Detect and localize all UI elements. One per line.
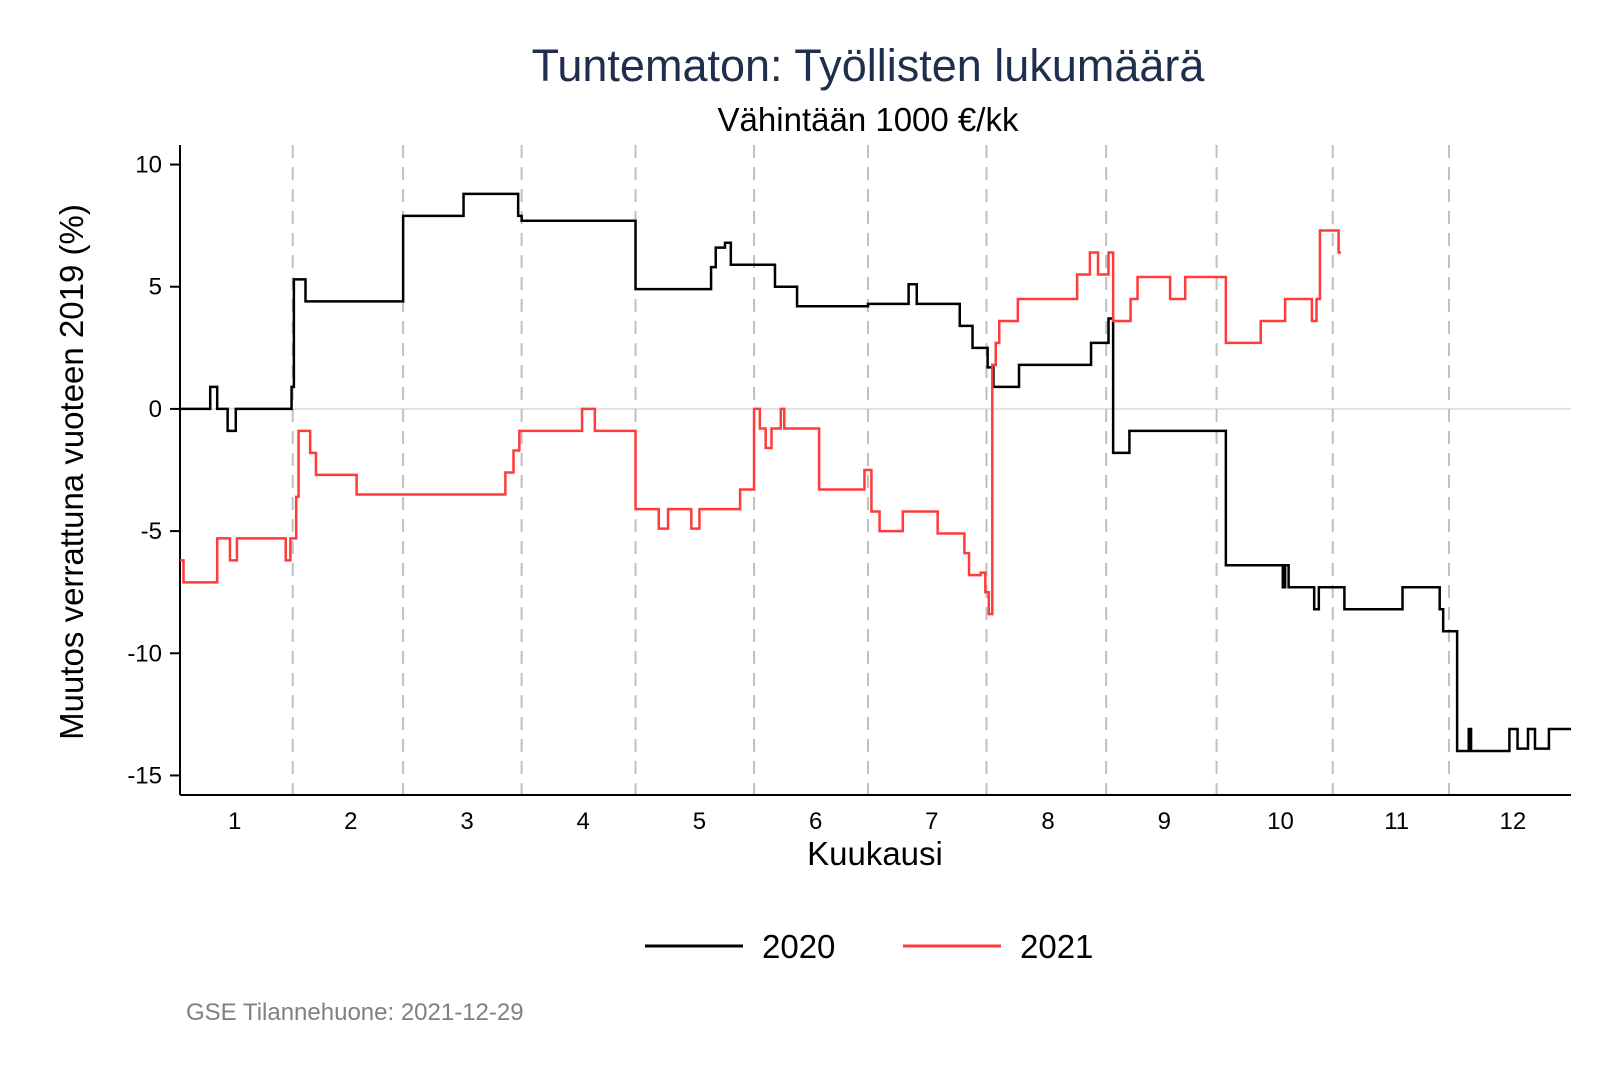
series-line-2020 [180, 192, 1571, 753]
source-note: GSE Tilannehuone: 2021-12-29 [186, 999, 524, 1026]
y-tick-label--5: -5 [141, 518, 162, 545]
y-tick-label-10: 10 [135, 152, 162, 179]
x-tick-label-9: 9 [1158, 808, 1171, 835]
legend-label-2020: 2020 [762, 928, 835, 965]
y-tick-label--10: -10 [127, 640, 162, 667]
x-tick-label-11: 11 [1384, 808, 1409, 835]
x-tick-label-7: 7 [925, 808, 938, 835]
x-tick-label-6: 6 [809, 808, 822, 835]
x-tick-label-2: 2 [344, 808, 357, 835]
legend-label-2021: 2021 [1020, 928, 1093, 965]
y-tick-label--15: -15 [127, 762, 162, 789]
x-tick-label-1: 1 [228, 808, 241, 835]
x-tick-label-8: 8 [1041, 808, 1054, 835]
chart-title: Tuntematon: Työllisten lukumäärä [532, 40, 1206, 91]
series-line-2021 [180, 229, 1341, 616]
x-tick-label-10: 10 [1267, 808, 1294, 835]
x-tick-label-4: 4 [577, 808, 590, 835]
x-axis-label: Kuukausi [807, 835, 943, 872]
x-tick-label-5: 5 [693, 808, 706, 835]
y-tick-label-0: 0 [149, 396, 162, 423]
legend: 2020 2021 [645, 928, 1093, 965]
x-tick-label-12: 12 [1500, 808, 1527, 835]
x-tick-label-3: 3 [460, 808, 473, 835]
chart-subtitle: Vähintään 1000 €/kk [718, 101, 1019, 138]
y-tick-label-5: 5 [149, 274, 162, 301]
y-axis-label: Muutos verrattuna vuoteen 2019 (%) [53, 204, 90, 740]
